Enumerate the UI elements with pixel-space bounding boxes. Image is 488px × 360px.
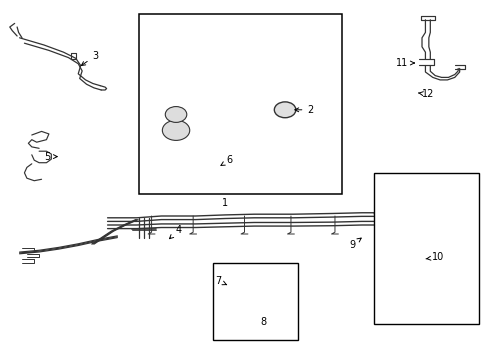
Text: 2: 2 xyxy=(294,105,313,115)
Text: 10: 10 xyxy=(425,252,443,262)
Bar xyxy=(373,173,478,324)
Circle shape xyxy=(165,107,186,122)
Text: 12: 12 xyxy=(418,89,433,99)
Text: 1: 1 xyxy=(222,198,227,208)
Text: 8: 8 xyxy=(260,317,265,327)
Text: 5: 5 xyxy=(44,152,57,162)
Circle shape xyxy=(274,102,295,118)
Text: 7: 7 xyxy=(215,276,226,286)
Circle shape xyxy=(162,120,189,140)
Bar xyxy=(212,263,298,340)
Text: 6: 6 xyxy=(221,155,232,166)
Text: 3: 3 xyxy=(81,51,98,66)
Text: 9: 9 xyxy=(348,238,361,250)
Text: 4: 4 xyxy=(169,225,181,239)
Text: 11: 11 xyxy=(395,58,413,68)
Bar xyxy=(139,14,342,194)
